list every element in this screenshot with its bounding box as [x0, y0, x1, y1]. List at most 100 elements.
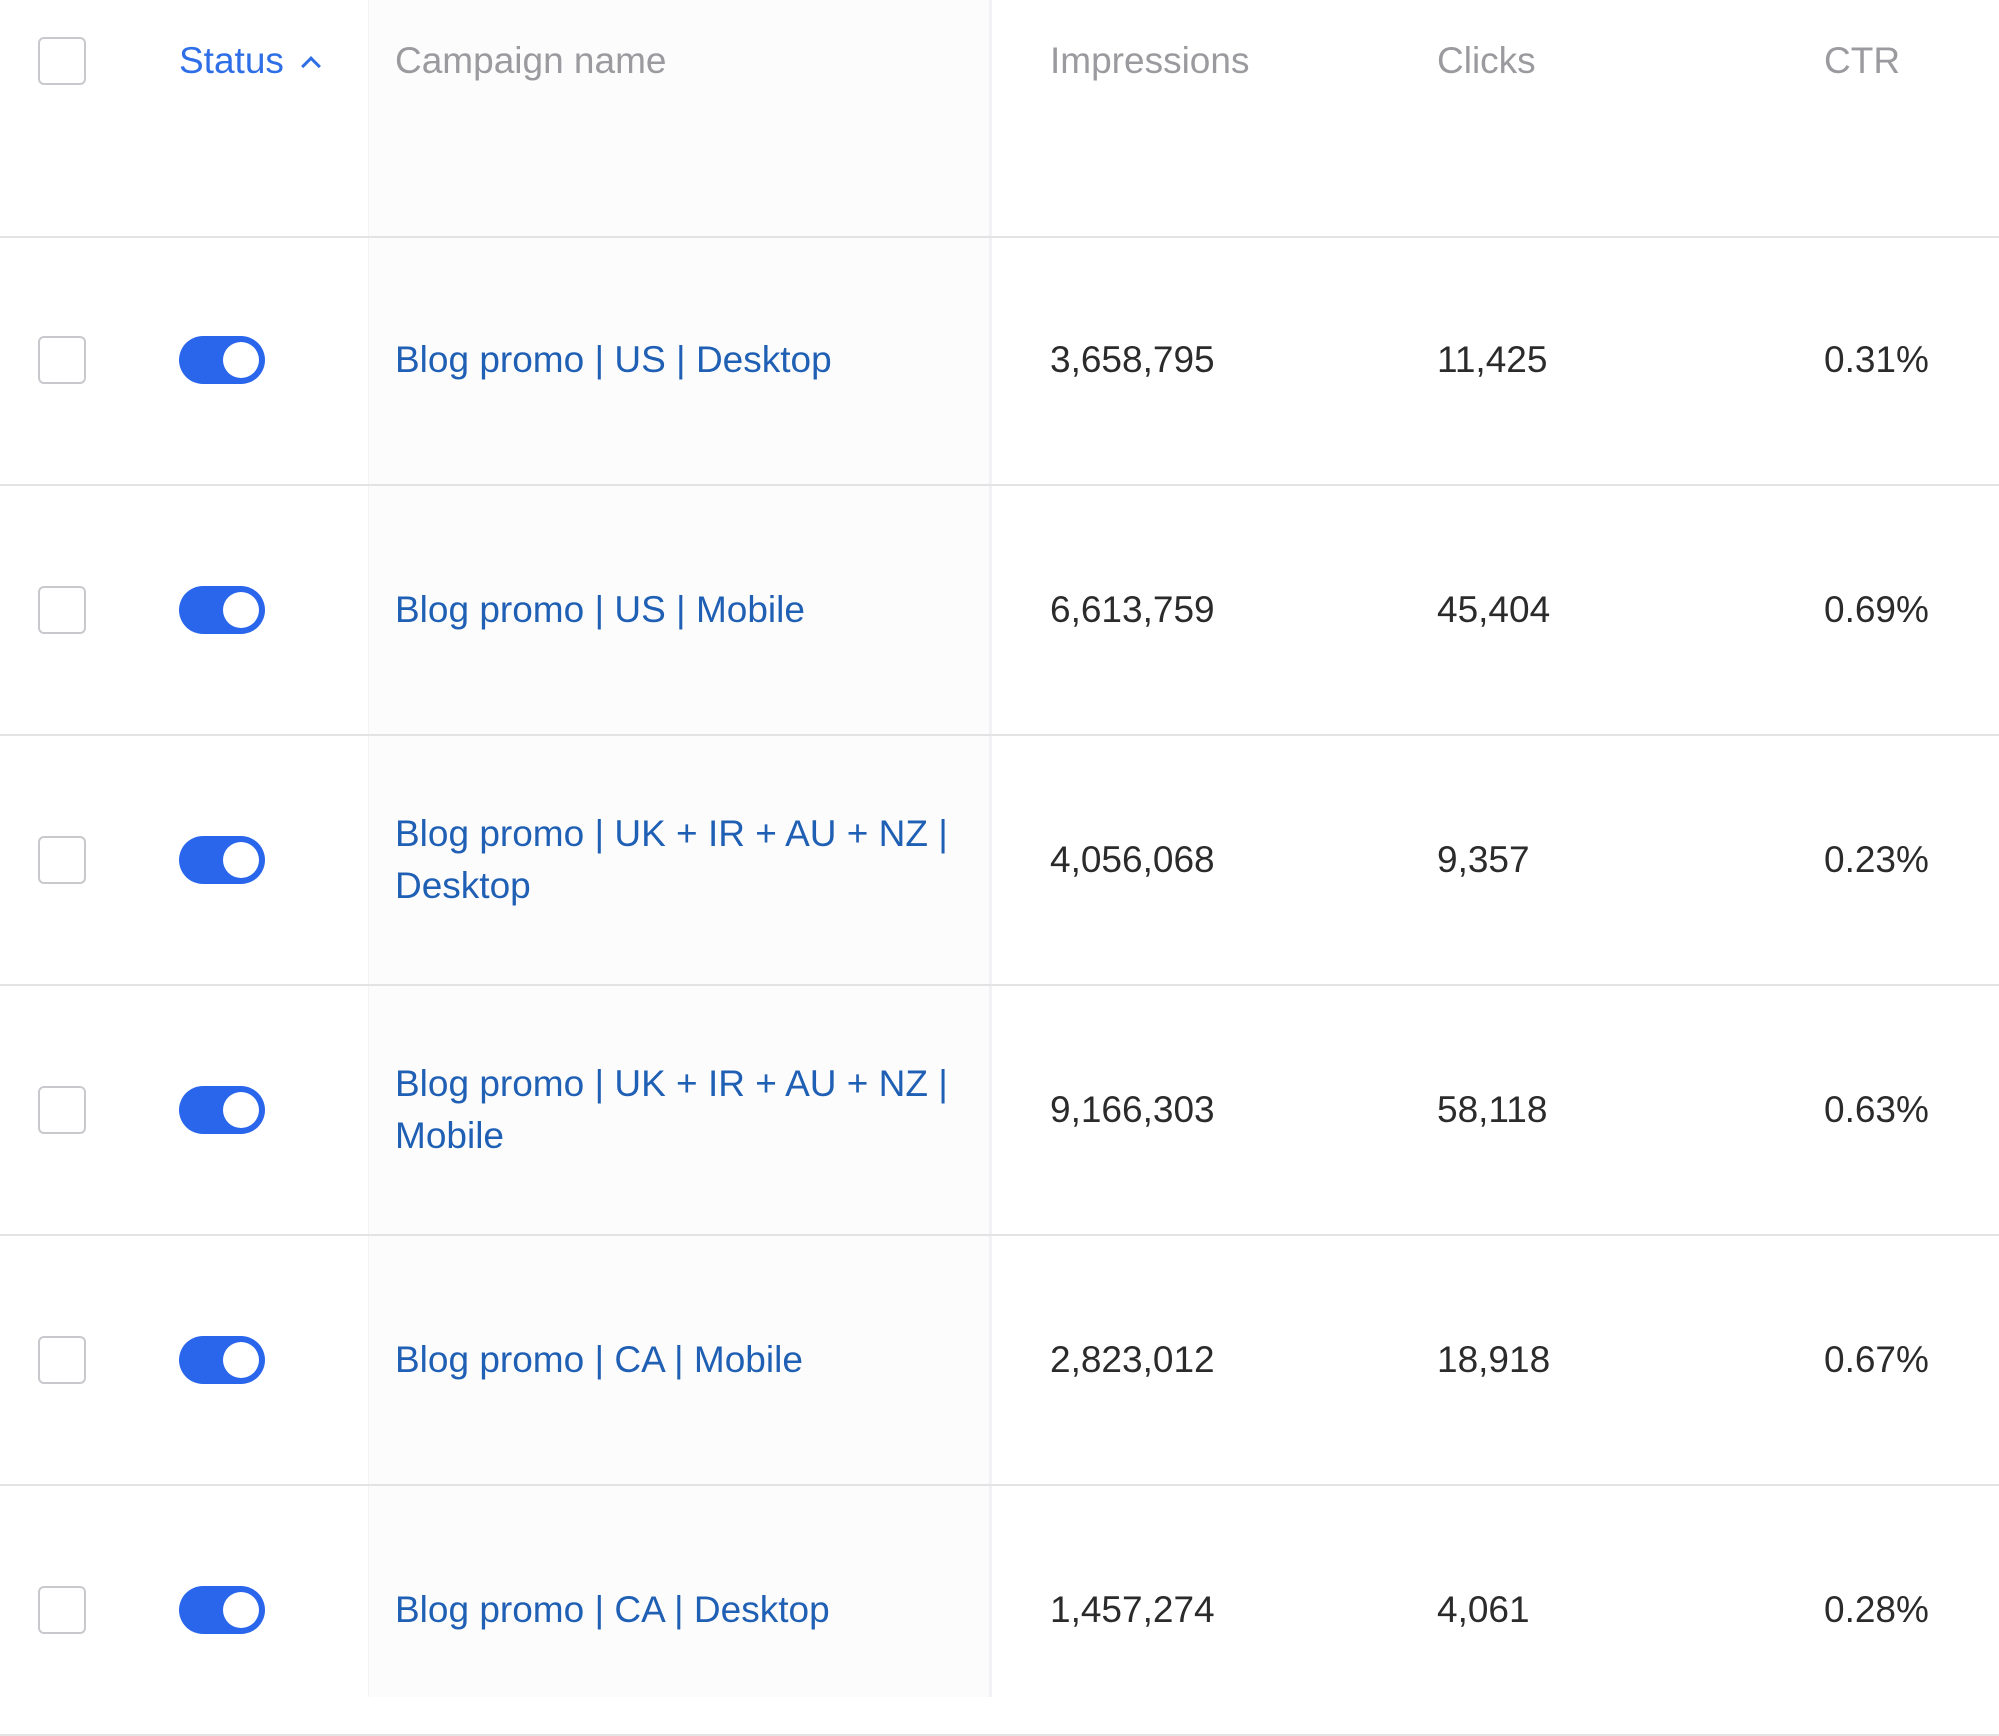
row-checkbox-cell — [38, 736, 90, 984]
impressions-value: 2,823,012 — [1050, 1339, 1215, 1380]
campaign-column-shade — [368, 0, 992, 1697]
ctr-header-label: CTR — [1824, 40, 1901, 81]
clicks-cell: 58,118 — [1437, 986, 1737, 1234]
ctr-cell: 0.28% — [1824, 1486, 1994, 1734]
row-checkbox-cell — [38, 486, 90, 734]
status-cell — [179, 236, 349, 484]
campaign-name-cell: Blog promo | CA | Mobile — [395, 1236, 975, 1484]
toggle-knob — [223, 1592, 259, 1628]
table-row: Blog promo | UK + IR + AU + NZ | Mobile 9… — [0, 986, 1999, 1236]
status-toggle[interactable] — [179, 586, 265, 634]
status-cell — [179, 986, 349, 1234]
status-toggle[interactable] — [179, 1586, 265, 1634]
ctr-value: 0.23% — [1824, 839, 1929, 880]
toggle-knob — [223, 1092, 259, 1128]
campaign-name-link[interactable]: Blog promo | US | Desktop — [395, 339, 832, 380]
toggle-knob — [223, 342, 259, 378]
clicks-value: 58,118 — [1437, 1089, 1548, 1130]
clicks-value: 4,061 — [1437, 1589, 1530, 1630]
table-header: Status Campaign name Impressions Clicks … — [0, 0, 1999, 238]
row-checkbox-cell — [38, 236, 90, 484]
row-select-checkbox[interactable] — [38, 1336, 86, 1384]
toggle-knob — [223, 842, 259, 878]
campaign-name-cell: Blog promo | UK + IR + AU + NZ | Mobile — [395, 986, 975, 1234]
ctr-cell: 0.63% — [1824, 986, 1994, 1234]
impressions-value: 4,056,068 — [1050, 839, 1215, 880]
row-select-checkbox[interactable] — [38, 1086, 86, 1134]
row-checkbox-cell — [38, 986, 90, 1234]
row-select-checkbox[interactable] — [38, 1586, 86, 1634]
row-checkbox-cell — [38, 1486, 90, 1734]
clicks-cell: 45,404 — [1437, 486, 1737, 734]
clicks-cell: 11,425 — [1437, 236, 1737, 484]
status-header-label: Status — [179, 40, 284, 81]
campaign-name-link[interactable]: Blog promo | CA | Mobile — [395, 1339, 803, 1380]
clicks-column-header[interactable]: Clicks — [1437, 0, 1737, 122]
table-row: Blog promo | UK + IR + AU + NZ | Desktop… — [0, 736, 1999, 986]
clicks-value: 18,918 — [1437, 1339, 1551, 1380]
status-cell — [179, 1486, 349, 1734]
status-cell — [179, 1236, 349, 1484]
impressions-cell: 1,457,274 — [1050, 1486, 1350, 1734]
status-toggle[interactable] — [179, 336, 265, 384]
clicks-value: 9,357 — [1437, 839, 1530, 880]
campaign-name-cell: Blog promo | CA | Desktop — [395, 1486, 975, 1734]
clicks-cell: 18,918 — [1437, 1236, 1737, 1484]
impressions-header-label: Impressions — [1050, 40, 1250, 81]
impressions-value: 1,457,274 — [1050, 1589, 1215, 1630]
impressions-cell: 9,166,303 — [1050, 986, 1350, 1234]
impressions-value: 3,658,795 — [1050, 339, 1215, 380]
status-column-header[interactable]: Status — [179, 0, 349, 122]
campaign-name-link[interactable]: Blog promo | CA | Desktop — [395, 1589, 830, 1630]
clicks-cell: 9,357 — [1437, 736, 1737, 984]
campaign-name-cell: Blog promo | US | Desktop — [395, 236, 975, 484]
ctr-value: 0.63% — [1824, 1089, 1929, 1130]
row-select-checkbox[interactable] — [38, 336, 86, 384]
ctr-cell: 0.69% — [1824, 486, 1994, 734]
ctr-value: 0.67% — [1824, 1339, 1929, 1380]
table-row: Blog promo | US | Desktop 3,658,795 11,425… — [0, 236, 1999, 486]
clicks-value: 11,425 — [1437, 339, 1548, 380]
header-checkbox-cell — [38, 0, 90, 122]
campaign-name-cell: Blog promo | US | Mobile — [395, 486, 975, 734]
ctr-column-header[interactable]: CTR — [1824, 0, 1994, 122]
toggle-knob — [223, 592, 259, 628]
row-select-checkbox[interactable] — [38, 836, 86, 884]
status-toggle[interactable] — [179, 836, 265, 884]
clicks-cell: 4,061 — [1437, 1486, 1737, 1734]
campaign-name-header-label: Campaign name — [395, 40, 667, 81]
select-all-checkbox[interactable] — [38, 37, 86, 85]
table-row: Blog promo | US | Mobile 6,613,759 45,404 0… — [0, 486, 1999, 736]
status-cell — [179, 486, 349, 734]
impressions-cell: 2,823,012 — [1050, 1236, 1350, 1484]
row-select-checkbox[interactable] — [38, 586, 86, 634]
clicks-value: 45,404 — [1437, 589, 1551, 630]
ctr-value: 0.28% — [1824, 1589, 1929, 1630]
status-toggle[interactable] — [179, 1086, 265, 1134]
campaign-name-cell: Blog promo | UK + IR + AU + NZ | Desktop — [395, 736, 975, 984]
table-row: Blog promo | CA | Mobile 2,823,012 18,918 0… — [0, 1236, 1999, 1486]
impressions-cell: 3,658,795 — [1050, 236, 1350, 484]
ctr-value: 0.69% — [1824, 589, 1929, 630]
ctr-value: 0.31% — [1824, 339, 1929, 380]
impressions-value: 9,166,303 — [1050, 1089, 1215, 1130]
table-row: Blog promo | CA | Desktop 1,457,274 4,061 0… — [0, 1486, 1999, 1736]
impressions-value: 6,613,759 — [1050, 589, 1215, 630]
ctr-cell: 0.67% — [1824, 1236, 1994, 1484]
impressions-cell: 6,613,759 — [1050, 486, 1350, 734]
ctr-cell: 0.23% — [1824, 736, 1994, 984]
impressions-cell: 4,056,068 — [1050, 736, 1350, 984]
toggle-knob — [223, 1342, 259, 1378]
campaign-name-link[interactable]: Blog promo | UK + IR + AU + NZ | Mobile — [395, 1063, 948, 1156]
campaign-name-link[interactable]: Blog promo | UK + IR + AU + NZ | Desktop — [395, 813, 948, 906]
status-sort-button[interactable]: Status — [179, 40, 321, 82]
status-toggle[interactable] — [179, 1336, 265, 1384]
campaign-name-link[interactable]: Blog promo | US | Mobile — [395, 589, 805, 630]
status-cell — [179, 736, 349, 984]
campaign-name-column-header[interactable]: Campaign name — [395, 0, 975, 122]
chevron-up-icon — [301, 56, 321, 76]
impressions-column-header[interactable]: Impressions — [1050, 0, 1350, 122]
clicks-header-label: Clicks — [1437, 40, 1536, 81]
row-checkbox-cell — [38, 1236, 90, 1484]
